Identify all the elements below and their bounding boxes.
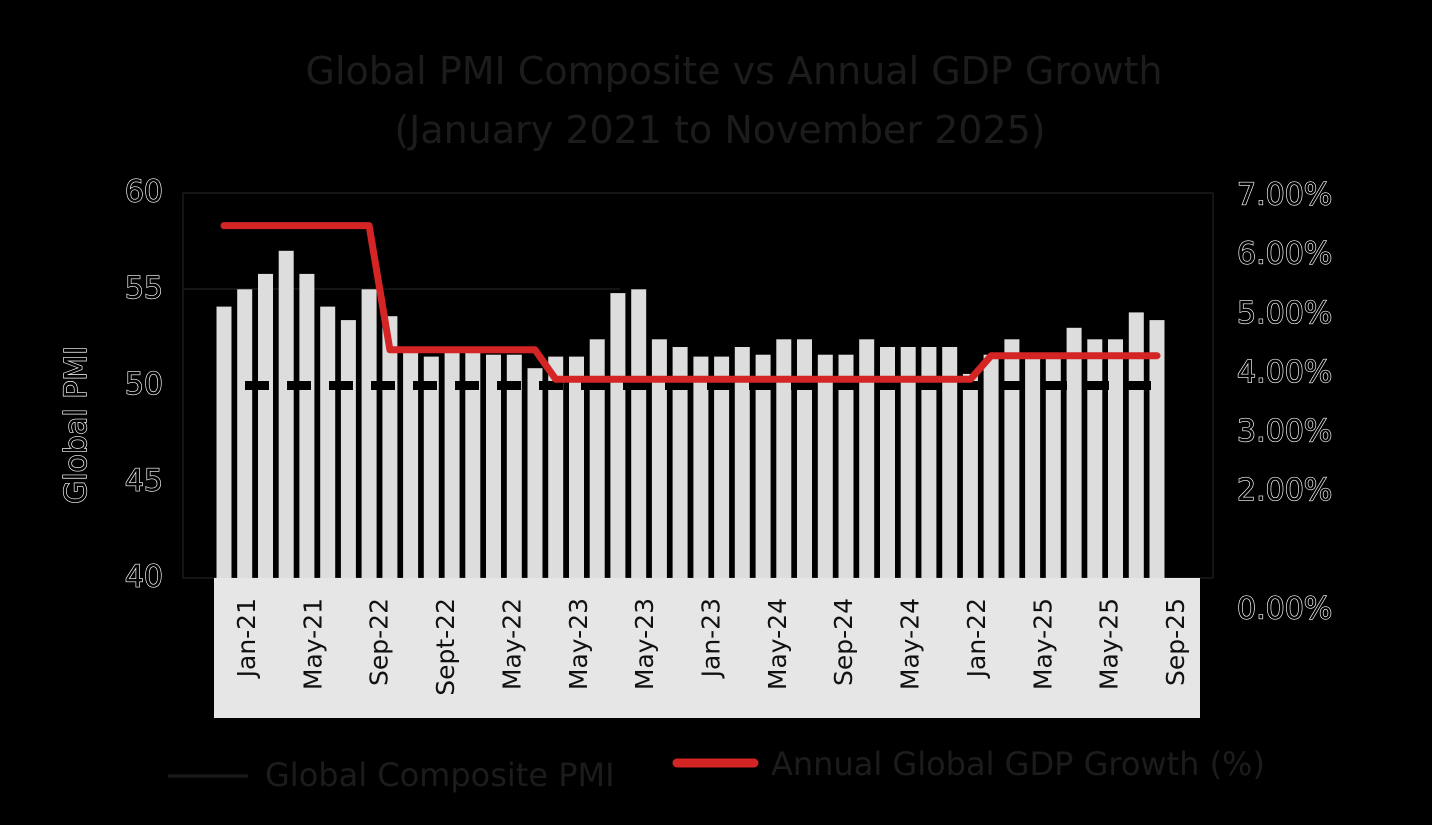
bar-pmi-12 <box>465 347 481 578</box>
x-tick-label-1: May-21 <box>298 598 327 690</box>
x-tick-label-3: Sept-22 <box>431 598 460 696</box>
x-tick-label-2: Sep-22 <box>365 598 394 686</box>
y2-tick-label-5: 2.00% <box>1237 473 1332 508</box>
bar-pmi-24 <box>714 356 730 578</box>
bar-pmi-6 <box>340 320 356 578</box>
y-tick-label-0: 60 <box>125 175 163 210</box>
y2-tick-label-0: 7.00% <box>1237 178 1332 213</box>
x-tick-label-7: Jan-23 <box>697 598 726 679</box>
bar-pmi-45 <box>1149 320 1165 578</box>
bar-pmi-23 <box>693 356 709 578</box>
legend: Global Composite PMI Annual Global GDP G… <box>168 745 1265 794</box>
y-tick-label-4: 40 <box>125 560 163 595</box>
x-tick-label-10: May-24 <box>896 598 925 690</box>
y-axis-left: 60 55 50 45 40 <box>124 174 163 595</box>
bar-pmi-1 <box>237 289 253 579</box>
bar-pmi-13 <box>486 354 501 578</box>
bar-pmi-25 <box>734 347 750 578</box>
chart-title: Global PMI Composite vs Annual GDP Growt… <box>306 49 1163 93</box>
y2-tick-label-4: 3.00% <box>1237 414 1332 449</box>
bar-pmi-33 <box>900 347 916 578</box>
bar-pmi-29 <box>817 354 833 578</box>
bar-pmi-22 <box>672 347 688 578</box>
x-tick-label-6: May-23 <box>630 598 659 690</box>
bar-pmi-15 <box>527 368 543 578</box>
bar-pmi-10 <box>423 356 439 578</box>
legend-label-pmi: Global Composite PMI <box>265 756 615 794</box>
bar-pmi-32 <box>880 347 895 578</box>
bar-pmi-2 <box>258 273 273 578</box>
y2-tick-label-3: 4.00% <box>1237 355 1332 390</box>
y2-tick-label-6: 0.00% <box>1237 592 1332 627</box>
x-tick-label-5: May-23 <box>564 598 593 690</box>
bar-pmi-14 <box>506 354 522 578</box>
bar-pmi-36 <box>962 373 978 578</box>
bar-pmi-43 <box>1108 339 1123 578</box>
gdp-line-group <box>220 222 1161 383</box>
y-axis-label: Global PMI <box>59 346 94 504</box>
bar-pmi-4 <box>299 273 315 578</box>
y2-tick-label-1: 6.00% <box>1237 237 1332 272</box>
bar-pmi-38 <box>1004 339 1020 578</box>
bar-pmi-16 <box>548 356 564 578</box>
bar-pmi-0 <box>216 306 232 578</box>
y-axis-right: 7.00% 6.00% 5.00% 4.00% 3.00% 2.00% 0.00% <box>1236 177 1333 627</box>
bar-pmi-30 <box>838 354 854 578</box>
bar-pmi-7 <box>361 289 377 579</box>
chart-subtitle: (January 2021 to November 2025) <box>394 108 1045 152</box>
bar-pmi-44 <box>1128 312 1144 578</box>
y-tick-label-3: 45 <box>125 463 163 498</box>
bar-pmi-19 <box>610 293 626 578</box>
bar-pmi-11 <box>444 352 460 578</box>
x-tick-label-12: May-25 <box>1028 598 1057 690</box>
y2-tick-label-2: 5.00% <box>1237 296 1332 331</box>
x-tick-label-13: May-25 <box>1095 598 1124 690</box>
y-tick-label-1: 55 <box>125 271 163 306</box>
x-axis: Jan-21 May-21 Sep-22 Sept-22 May-22 May-23 May… <box>232 598 1190 696</box>
bar-pmi-28 <box>797 339 812 578</box>
x-tick-label-9: Sep-24 <box>829 598 858 686</box>
bar-pmi-41 <box>1066 327 1082 579</box>
x-tick-label-0: Jan-21 <box>232 598 261 679</box>
bar-pmi-18 <box>589 339 605 578</box>
bar-pmi-17 <box>569 356 584 578</box>
x-tick-label-14: Sep-25 <box>1161 598 1190 686</box>
bar-pmi-34 <box>921 347 937 578</box>
gdp-growth-line <box>220 222 1161 383</box>
bar-pmi-21 <box>651 339 667 578</box>
bar-pmi-5 <box>320 306 336 578</box>
bar-pmi-31 <box>859 339 875 578</box>
bar-pmi-39 <box>1025 356 1041 578</box>
bar-pmi-3 <box>278 250 294 579</box>
bar-pmi-35 <box>942 347 958 578</box>
bar-pmi-27 <box>776 339 792 578</box>
pmi-bars <box>216 250 1165 579</box>
x-tick-label-8: May-24 <box>763 598 792 690</box>
bar-pmi-37 <box>983 354 999 578</box>
legend-label-gdp: Annual Global GDP Growth (%) <box>771 745 1265 783</box>
x-tick-label-4: May-22 <box>497 598 526 690</box>
bar-pmi-26 <box>755 354 771 578</box>
bar-pmi-9 <box>403 352 419 578</box>
x-axis-band <box>214 578 1200 718</box>
bar-pmi-8 <box>382 316 398 578</box>
bar-pmi-40 <box>1045 354 1061 578</box>
bar-pmi-20 <box>631 289 647 579</box>
bar-pmi-42 <box>1087 339 1103 578</box>
x-tick-label-11: Jan-22 <box>962 598 991 679</box>
y-tick-label-2: 50 <box>125 367 163 402</box>
